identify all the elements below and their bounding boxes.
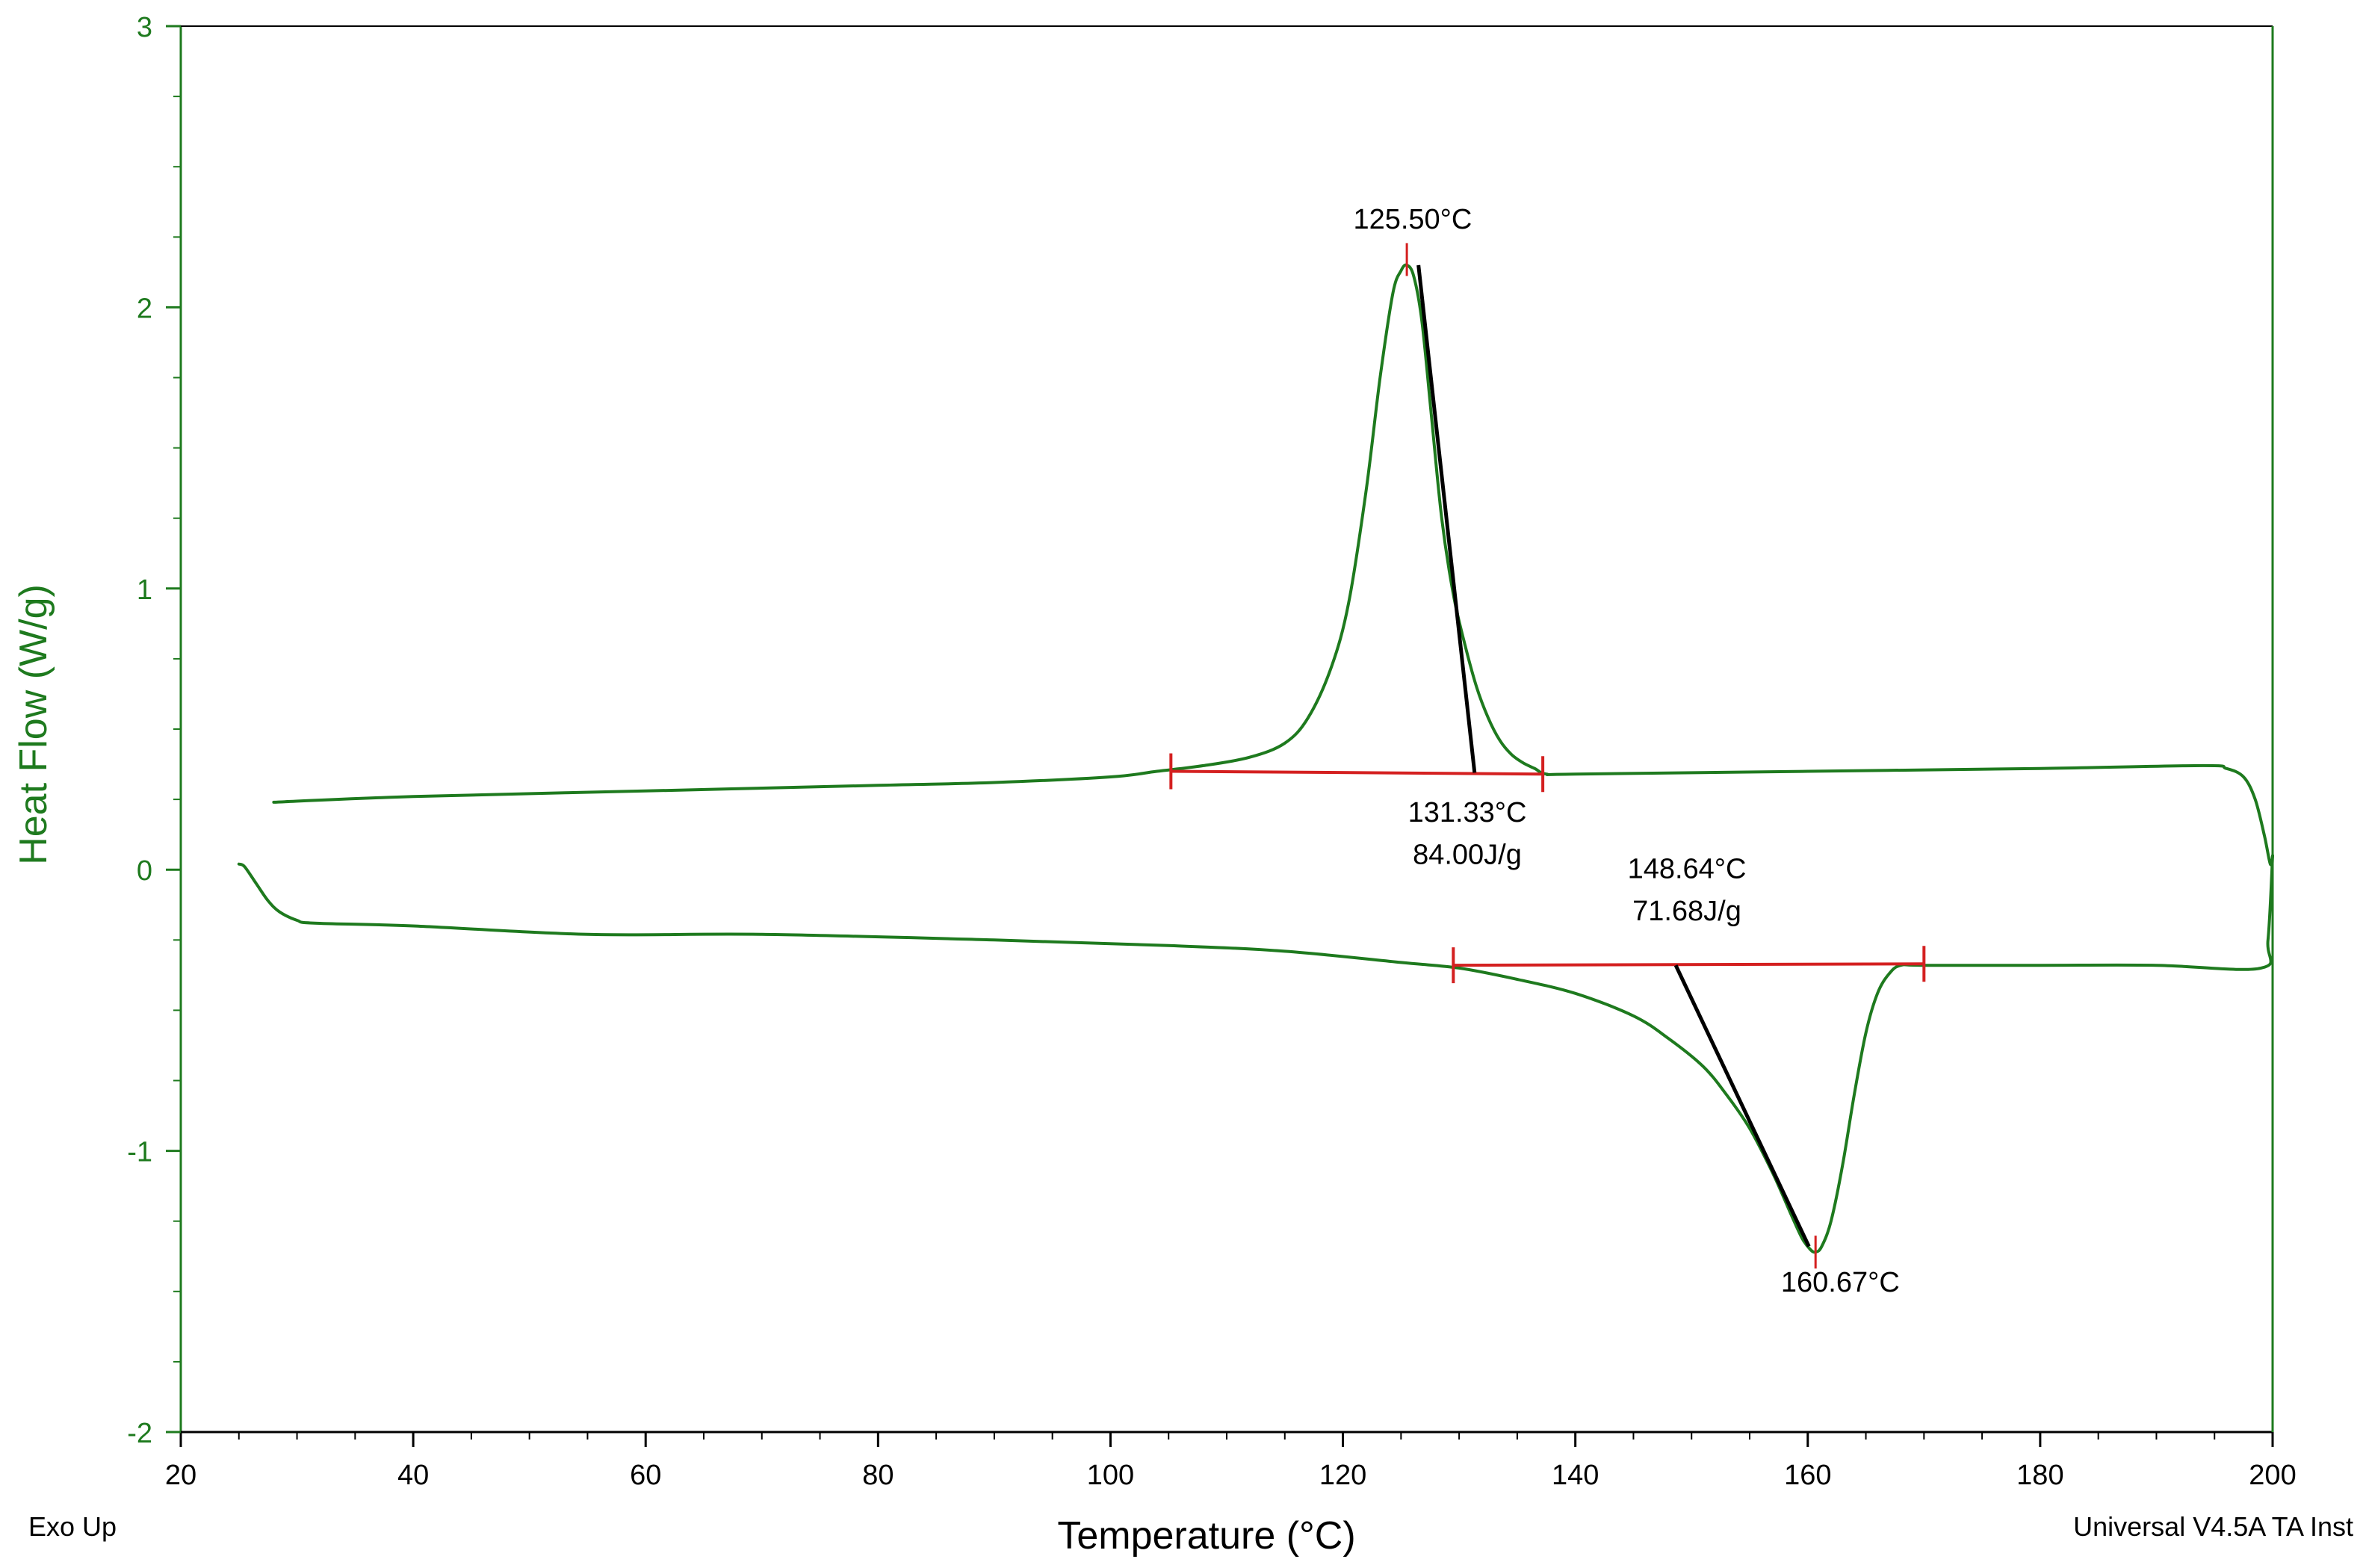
software-version-label: Universal V4.5A TA Inst: [2073, 1511, 2353, 1542]
x-tick-label: 20: [165, 1460, 196, 1491]
annotation-cryst-onset-temp: 131.33°C: [1408, 797, 1527, 828]
x-tick-label: 80: [862, 1460, 894, 1491]
x-tick-label: 140: [1552, 1460, 1599, 1491]
x-tick-label: 60: [630, 1460, 661, 1491]
y-tick-label: 1: [137, 574, 152, 606]
x-tick-label: 40: [397, 1460, 429, 1491]
y-tick-label: 3: [137, 12, 152, 43]
crystallization-leader: [1416, 264, 1477, 773]
annotation-melt-enthalpy: 71.68J/g: [1632, 896, 1741, 927]
label-group: 20 40 60 80 100 120 140 160 180 200 3 2 1 0 -1 -2 125.50…: [127, 12, 2297, 1491]
y-axis-title: Heat Flow (W/g): [12, 584, 55, 865]
x-tick-label: 160: [1784, 1460, 1831, 1491]
x-tick-label: 200: [2249, 1460, 2296, 1491]
series-line-heating: [237, 854, 2274, 1254]
y-tick-label: 2: [137, 293, 152, 324]
series-line-cooling: [272, 263, 2274, 867]
y-tick-label: 0: [137, 855, 152, 887]
y-tick-label: -1: [127, 1137, 152, 1168]
axes-frame: [166, 25, 2274, 1447]
melting-leader: [1673, 964, 1811, 1248]
x-tick-label: 120: [1319, 1460, 1366, 1491]
annotation-cryst-enthalpy: 84.00J/g: [1413, 840, 1522, 871]
x-axis-title: Temperature (°C): [1057, 1514, 1355, 1558]
annotation-melt-peak-temp: 160.67°C: [1781, 1267, 1900, 1298]
x-tick-label: 100: [1087, 1460, 1134, 1491]
exo-up-label: Exo Up: [28, 1511, 117, 1542]
annotation-melt-onset-temp: 148.64°C: [1628, 853, 1747, 884]
x-tick-label: 180: [2016, 1460, 2063, 1491]
analysis-overlays: [1169, 243, 1926, 1269]
y-tick-label: -2: [127, 1418, 152, 1449]
series-group: [237, 263, 2274, 1254]
baseline-melting: [1453, 962, 1924, 967]
baseline-crystallization: [1171, 769, 1543, 776]
annotation-cryst-peak-temp: 125.50°C: [1353, 204, 1472, 235]
